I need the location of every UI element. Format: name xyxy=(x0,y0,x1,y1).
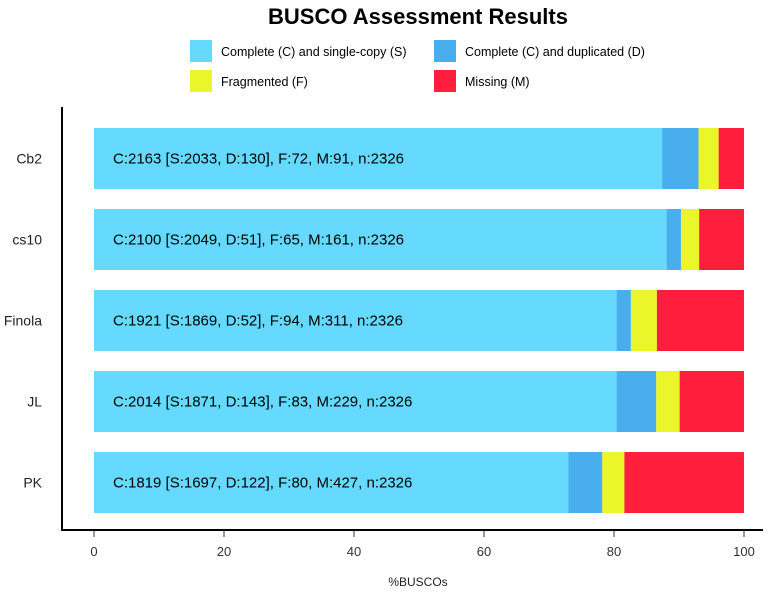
bar-cb2-seg-0 xyxy=(94,128,663,189)
bar-cs10-seg-2 xyxy=(680,209,700,270)
x-tick-label-80: 80 xyxy=(607,544,621,559)
category-label-cs10: cs10 xyxy=(12,232,42,248)
bar-labels: C:2163 [S:2033, D:130], F:72, M:91, n:23… xyxy=(113,151,412,492)
x-ticks: 0 20 40 60 80 100 xyxy=(90,531,755,559)
bar-finola-seg-1 xyxy=(616,290,631,351)
legend-swatch-3 xyxy=(434,70,456,92)
bar-finola-seg-2 xyxy=(630,290,657,351)
legend-swatch-0 xyxy=(190,40,212,62)
legend-label-2: Fragmented (F) xyxy=(221,75,308,89)
bar-cb2-seg-1 xyxy=(662,128,699,189)
bar-cs10-seg-1 xyxy=(666,209,681,270)
bar-jl-seg-3 xyxy=(679,371,744,432)
x-tick-label-100: 100 xyxy=(733,544,755,559)
x-tick-label-0: 0 xyxy=(90,544,97,559)
bar-label-jl: C:2014 [S:1871, D:143], F:83, M:229, n:2… xyxy=(113,394,412,411)
bar-cb2-seg-3 xyxy=(718,128,744,189)
bar-pk-seg-2 xyxy=(602,452,625,513)
bar-cb2-seg-2 xyxy=(698,128,719,189)
bar-label-finola: C:1921 [S:1869, D:52], F:94, M:311, n:23… xyxy=(113,313,403,330)
bar-finola-seg-3 xyxy=(656,290,744,351)
category-label-jl: JL xyxy=(27,394,42,410)
bar-pk-seg-3 xyxy=(624,452,744,513)
bar-pk-seg-0 xyxy=(94,452,569,513)
bar-label-pk: C:1819 [S:1697, D:122], F:80, M:427, n:2… xyxy=(113,475,412,492)
bar-label-cb2: C:2163 [S:2033, D:130], F:72, M:91, n:23… xyxy=(113,151,404,168)
bar-cs10-seg-3 xyxy=(699,209,744,270)
bars xyxy=(94,128,744,513)
bar-finola-seg-0 xyxy=(94,290,617,351)
category-label-pk: PK xyxy=(23,475,42,491)
x-tick-label-20: 20 xyxy=(217,544,231,559)
bar-label-cs10: C:2100 [S:2049, D:51], F:65, M:161, n:23… xyxy=(113,232,404,249)
legend: Complete (C) and single-copy (S) Complete… xyxy=(190,40,645,92)
legend-label-3: Missing (M) xyxy=(465,75,530,89)
category-label-cb2: Cb2 xyxy=(16,151,42,167)
x-tick-label-40: 40 xyxy=(347,544,361,559)
category-label-finola: Finola xyxy=(4,313,42,329)
legend-label-1: Complete (C) and duplicated (D) xyxy=(465,45,645,59)
bar-cs10-seg-0 xyxy=(94,209,667,270)
bar-jl-seg-0 xyxy=(94,371,617,432)
x-tick-label-60: 60 xyxy=(477,544,491,559)
legend-label-0: Complete (C) and single-copy (S) xyxy=(221,45,407,59)
x-axis-title: %BUSCOs xyxy=(388,575,447,589)
legend-swatch-1 xyxy=(434,40,456,62)
bar-jl-seg-2 xyxy=(656,371,680,432)
category-labels: Cb2 cs10 Finola JL PK xyxy=(4,151,43,491)
bar-jl-seg-1 xyxy=(616,371,657,432)
chart-title: BUSCO Assessment Results xyxy=(268,4,568,29)
legend-swatch-2 xyxy=(190,70,212,92)
bar-pk-seg-1 xyxy=(568,452,603,513)
